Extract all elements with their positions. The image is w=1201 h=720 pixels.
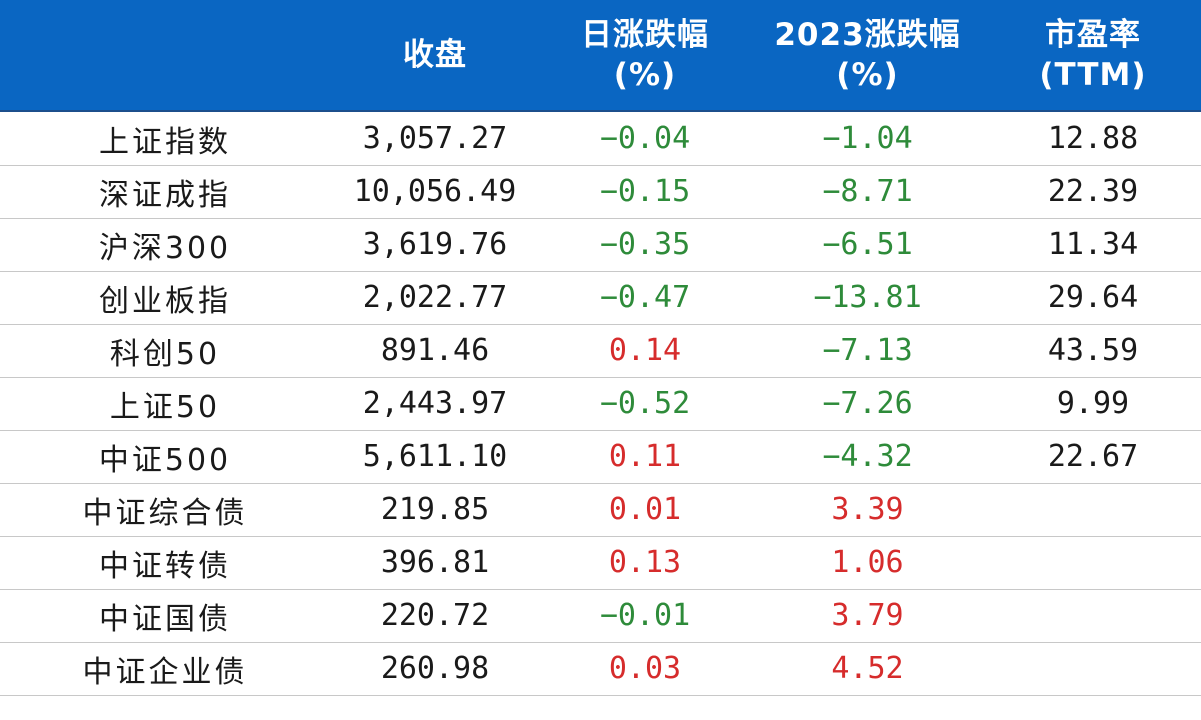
row-close: 3,619.76 [362, 227, 508, 262]
table-row: 沪深300 3,619.76 −0.35 −6.51 11.34 [0, 218, 1201, 272]
row-close: 891.46 [380, 333, 490, 368]
header-ytd-change: 2023涨跌幅 (%) [750, 0, 985, 110]
row-pe: 9.99 [1056, 386, 1130, 421]
row-ytd-change: −4.32 [822, 439, 913, 474]
row-pe: 12.88 [1047, 121, 1139, 156]
row-daily-change: −0.15 [599, 174, 691, 209]
table-row: 中证国债 220.72 −0.01 3.79 [0, 589, 1201, 643]
row-close: 260.98 [380, 651, 490, 686]
row-daily-change: −0.01 [599, 598, 691, 633]
table-row: 科创50 891.46 0.14 −7.13 43.59 [0, 324, 1201, 378]
row-pe [985, 536, 1201, 589]
row-pe: 43.59 [1047, 333, 1139, 368]
row-pe: 22.67 [1047, 439, 1139, 474]
row-close: 219.85 [380, 492, 490, 527]
table-row: 创业板指 2,022.77 −0.47 −13.81 29.64 [0, 271, 1201, 325]
header-daily-unit: (%) [613, 57, 677, 93]
table-row: 中证转债 396.81 0.13 1.06 [0, 536, 1201, 590]
row-daily-change: 0.11 [608, 439, 682, 474]
row-pe: 22.39 [1047, 174, 1139, 209]
table-row: 上证指数 3,057.27 −0.04 −1.04 12.88 [0, 112, 1201, 166]
row-ytd-change: −7.13 [822, 333, 913, 368]
header-ytd-unit: (%) [836, 57, 899, 93]
row-ytd-change: 4.52 [831, 651, 904, 686]
row-daily-change: −0.47 [599, 280, 691, 315]
row-close: 396.81 [380, 545, 490, 580]
table-row: 中证综合债 219.85 0.01 3.39 [0, 483, 1201, 537]
header-close-label: 收盘 [403, 37, 467, 73]
row-daily-change: 0.13 [608, 545, 682, 580]
row-daily-change: −0.04 [599, 121, 691, 156]
row-daily-change: 0.01 [608, 492, 682, 527]
row-ytd-change: −8.71 [822, 174, 913, 209]
row-name: 创业板指 [99, 283, 231, 319]
header-pe-label: 市盈率 [1045, 17, 1141, 53]
table-row: 上证50 2,443.97 −0.52 −7.26 9.99 [0, 377, 1201, 431]
header-daily-change: 日涨跌幅 (%) [540, 0, 750, 110]
row-close: 3,057.27 [362, 121, 508, 156]
row-name: 中证500 [98, 442, 232, 478]
row-ytd-change: 3.39 [831, 492, 904, 527]
header-close: 收盘 [330, 0, 540, 110]
row-name: 深证成指 [99, 177, 231, 213]
row-close: 2,022.77 [362, 280, 508, 315]
row-pe: 29.64 [1047, 280, 1139, 315]
row-name: 沪深300 [98, 230, 232, 266]
row-ytd-change: −13.81 [813, 280, 922, 315]
row-ytd-change: −1.04 [822, 121, 913, 156]
header-ytd-label: 2023涨跌幅 [774, 17, 961, 53]
row-daily-change: 0.14 [608, 333, 682, 368]
row-close: 220.72 [380, 598, 490, 633]
table-row: 深证成指 10,056.49 −0.15 −8.71 22.39 [0, 165, 1201, 219]
row-ytd-change: −6.51 [822, 227, 913, 262]
row-name: 上证指数 [99, 124, 231, 160]
row-daily-change: 0.03 [608, 651, 682, 686]
row-pe [985, 589, 1201, 642]
row-name: 科创50 [109, 336, 221, 372]
row-name: 上证50 [109, 389, 221, 425]
row-ytd-change: 3.79 [831, 598, 904, 633]
row-close: 5,611.10 [362, 439, 508, 474]
row-name: 中证企业债 [82, 654, 248, 690]
row-pe: 11.34 [1047, 227, 1139, 262]
row-name: 中证国债 [99, 601, 231, 637]
table-row: 中证500 5,611.10 0.11 −4.32 22.67 [0, 430, 1201, 484]
row-name: 中证转债 [99, 548, 231, 584]
table-row: 中证企业债 260.98 0.03 4.52 [0, 642, 1201, 696]
row-pe [985, 642, 1201, 695]
row-ytd-change: −7.26 [822, 386, 913, 421]
row-daily-change: −0.35 [599, 227, 691, 262]
row-close: 2,443.97 [362, 386, 508, 421]
row-pe [985, 483, 1201, 536]
row-name: 中证综合债 [82, 495, 248, 531]
table-header: 收盘 日涨跌幅 (%) 2023涨跌幅 (%) 市盈率 (TTM) [0, 0, 1201, 112]
header-daily-label: 日涨跌幅 [581, 17, 709, 53]
row-close: 10,056.49 [353, 174, 517, 209]
header-pe: 市盈率 (TTM) [985, 0, 1201, 110]
header-pe-unit: (TTM) [1039, 57, 1147, 93]
row-ytd-change: 1.06 [831, 545, 904, 580]
row-daily-change: −0.52 [599, 386, 691, 421]
